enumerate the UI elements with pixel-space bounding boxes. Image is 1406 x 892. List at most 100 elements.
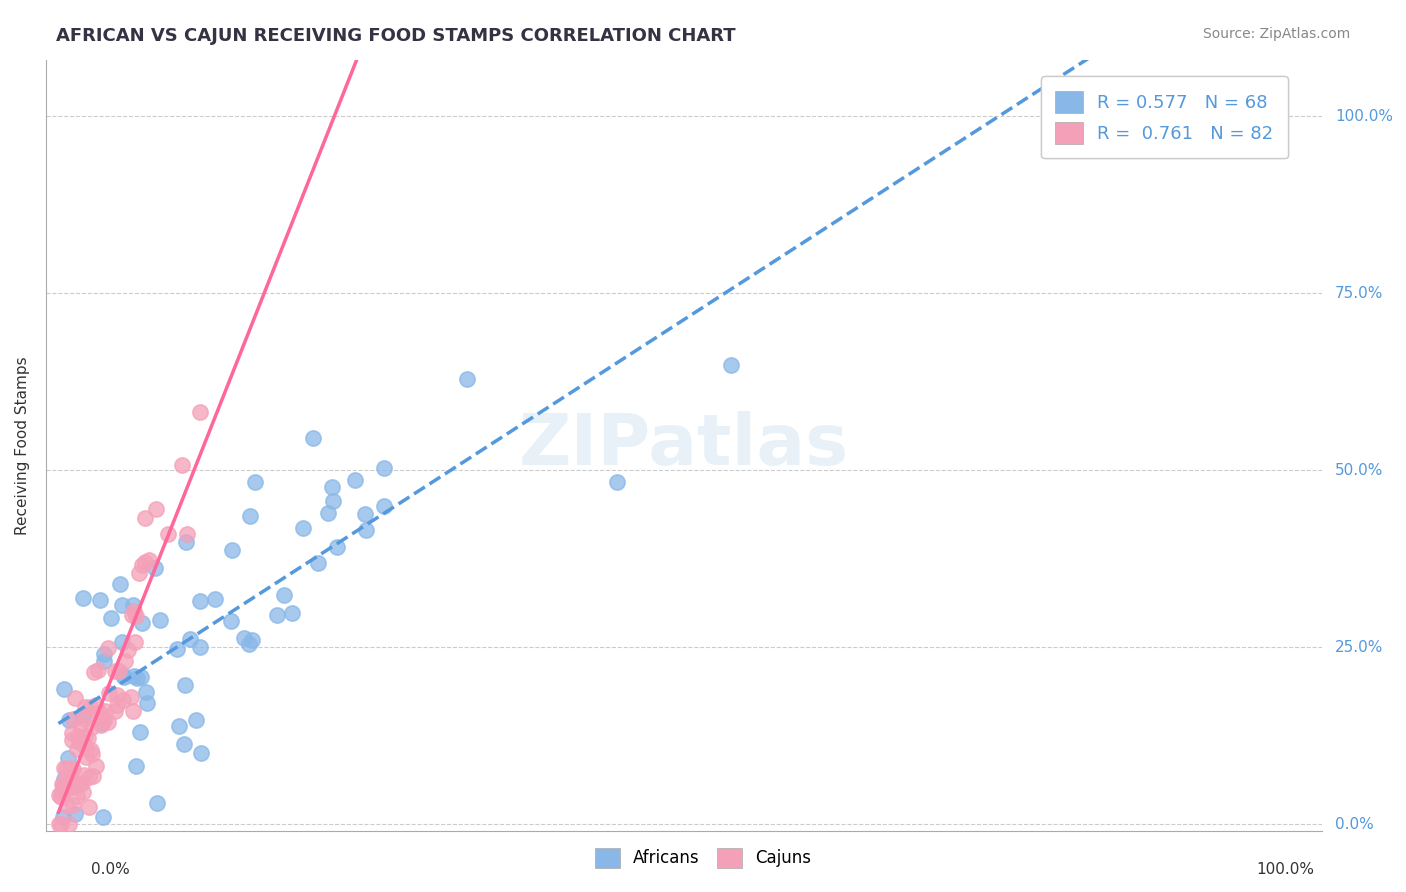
- Point: [94, 704, 117, 718]
- Point: [56, 770, 79, 784]
- Point: [52, 772, 75, 787]
- Point: [127, 671, 149, 685]
- Point: [343, 473, 366, 487]
- Point: [49, 817, 72, 831]
- Point: [97, 714, 120, 729]
- Point: [53, 681, 76, 696]
- Point: [184, 713, 207, 727]
- Point: [122, 668, 145, 682]
- Point: [63, 777, 86, 791]
- Text: 75.0%: 75.0%: [1334, 285, 1384, 301]
- Text: 50.0%: 50.0%: [1334, 463, 1384, 478]
- Point: [307, 557, 329, 571]
- Point: [135, 685, 157, 699]
- Point: [134, 511, 156, 525]
- Point: [114, 654, 136, 668]
- Point: [52, 810, 75, 824]
- Point: [456, 372, 478, 386]
- Point: [60, 733, 83, 747]
- Point: [55, 782, 77, 797]
- Point: [60, 780, 83, 795]
- Point: [122, 705, 145, 719]
- Point: [232, 631, 254, 645]
- Point: [176, 526, 198, 541]
- Point: [69, 718, 91, 732]
- Point: [62, 762, 84, 776]
- Point: [82, 769, 104, 783]
- Point: [49, 790, 72, 805]
- Point: [75, 750, 97, 764]
- Point: [242, 633, 264, 648]
- Point: [720, 358, 742, 372]
- Point: [87, 663, 110, 677]
- Point: [273, 588, 295, 602]
- Point: [174, 678, 197, 692]
- Point: [51, 785, 73, 799]
- Point: [72, 768, 94, 782]
- Point: [107, 689, 129, 703]
- Point: [97, 640, 120, 655]
- Point: [72, 785, 94, 799]
- Point: [238, 637, 260, 651]
- Point: [143, 561, 166, 575]
- Point: [124, 758, 146, 772]
- Text: Source: ZipAtlas.com: Source: ZipAtlas.com: [1202, 27, 1350, 41]
- Point: [90, 716, 112, 731]
- Point: [121, 608, 143, 623]
- Point: [93, 654, 115, 668]
- Point: [124, 604, 146, 618]
- Point: [135, 696, 157, 710]
- Point: [84, 759, 107, 773]
- Point: [156, 527, 179, 541]
- Point: [56, 798, 79, 813]
- Point: [72, 707, 94, 722]
- Point: [190, 405, 212, 419]
- Point: [89, 593, 111, 607]
- Point: [112, 669, 135, 683]
- Point: [104, 704, 127, 718]
- Point: [77, 800, 100, 814]
- Point: [82, 720, 104, 734]
- Y-axis label: Receiving Food Stamps: Receiving Food Stamps: [15, 356, 30, 534]
- Point: [291, 521, 314, 535]
- Text: 100.0%: 100.0%: [1334, 109, 1393, 124]
- Point: [62, 798, 84, 813]
- Point: [79, 699, 101, 714]
- Point: [266, 608, 288, 623]
- Point: [117, 643, 139, 657]
- Point: [63, 806, 86, 821]
- Point: [100, 611, 122, 625]
- Legend: Africans, Cajuns: Africans, Cajuns: [588, 841, 818, 875]
- Point: [356, 523, 378, 537]
- Text: 0.0%: 0.0%: [91, 863, 131, 877]
- Point: [67, 777, 90, 791]
- Point: [281, 607, 304, 621]
- Point: [112, 668, 135, 682]
- Point: [322, 494, 344, 508]
- Point: [146, 796, 169, 810]
- Text: 25.0%: 25.0%: [1334, 640, 1384, 655]
- Point: [131, 558, 153, 572]
- Point: [373, 499, 395, 513]
- Point: [93, 713, 115, 727]
- Point: [111, 634, 134, 648]
- Point: [90, 718, 112, 732]
- Point: [302, 431, 325, 445]
- Point: [105, 698, 128, 712]
- Point: [73, 738, 96, 752]
- Point: [353, 507, 375, 521]
- Point: [134, 555, 156, 569]
- Text: AFRICAN VS CAJUN RECEIVING FOOD STAMPS CORRELATION CHART: AFRICAN VS CAJUN RECEIVING FOOD STAMPS C…: [56, 27, 735, 45]
- Point: [166, 642, 188, 657]
- Point: [70, 776, 93, 790]
- Point: [53, 761, 76, 775]
- Point: [121, 599, 143, 613]
- Point: [77, 731, 100, 746]
- Point: [48, 817, 70, 831]
- Point: [67, 734, 90, 748]
- Text: ZIPatlas: ZIPatlas: [519, 411, 849, 480]
- Point: [66, 729, 89, 743]
- Point: [80, 742, 103, 756]
- Point: [179, 632, 201, 646]
- Point: [84, 698, 107, 712]
